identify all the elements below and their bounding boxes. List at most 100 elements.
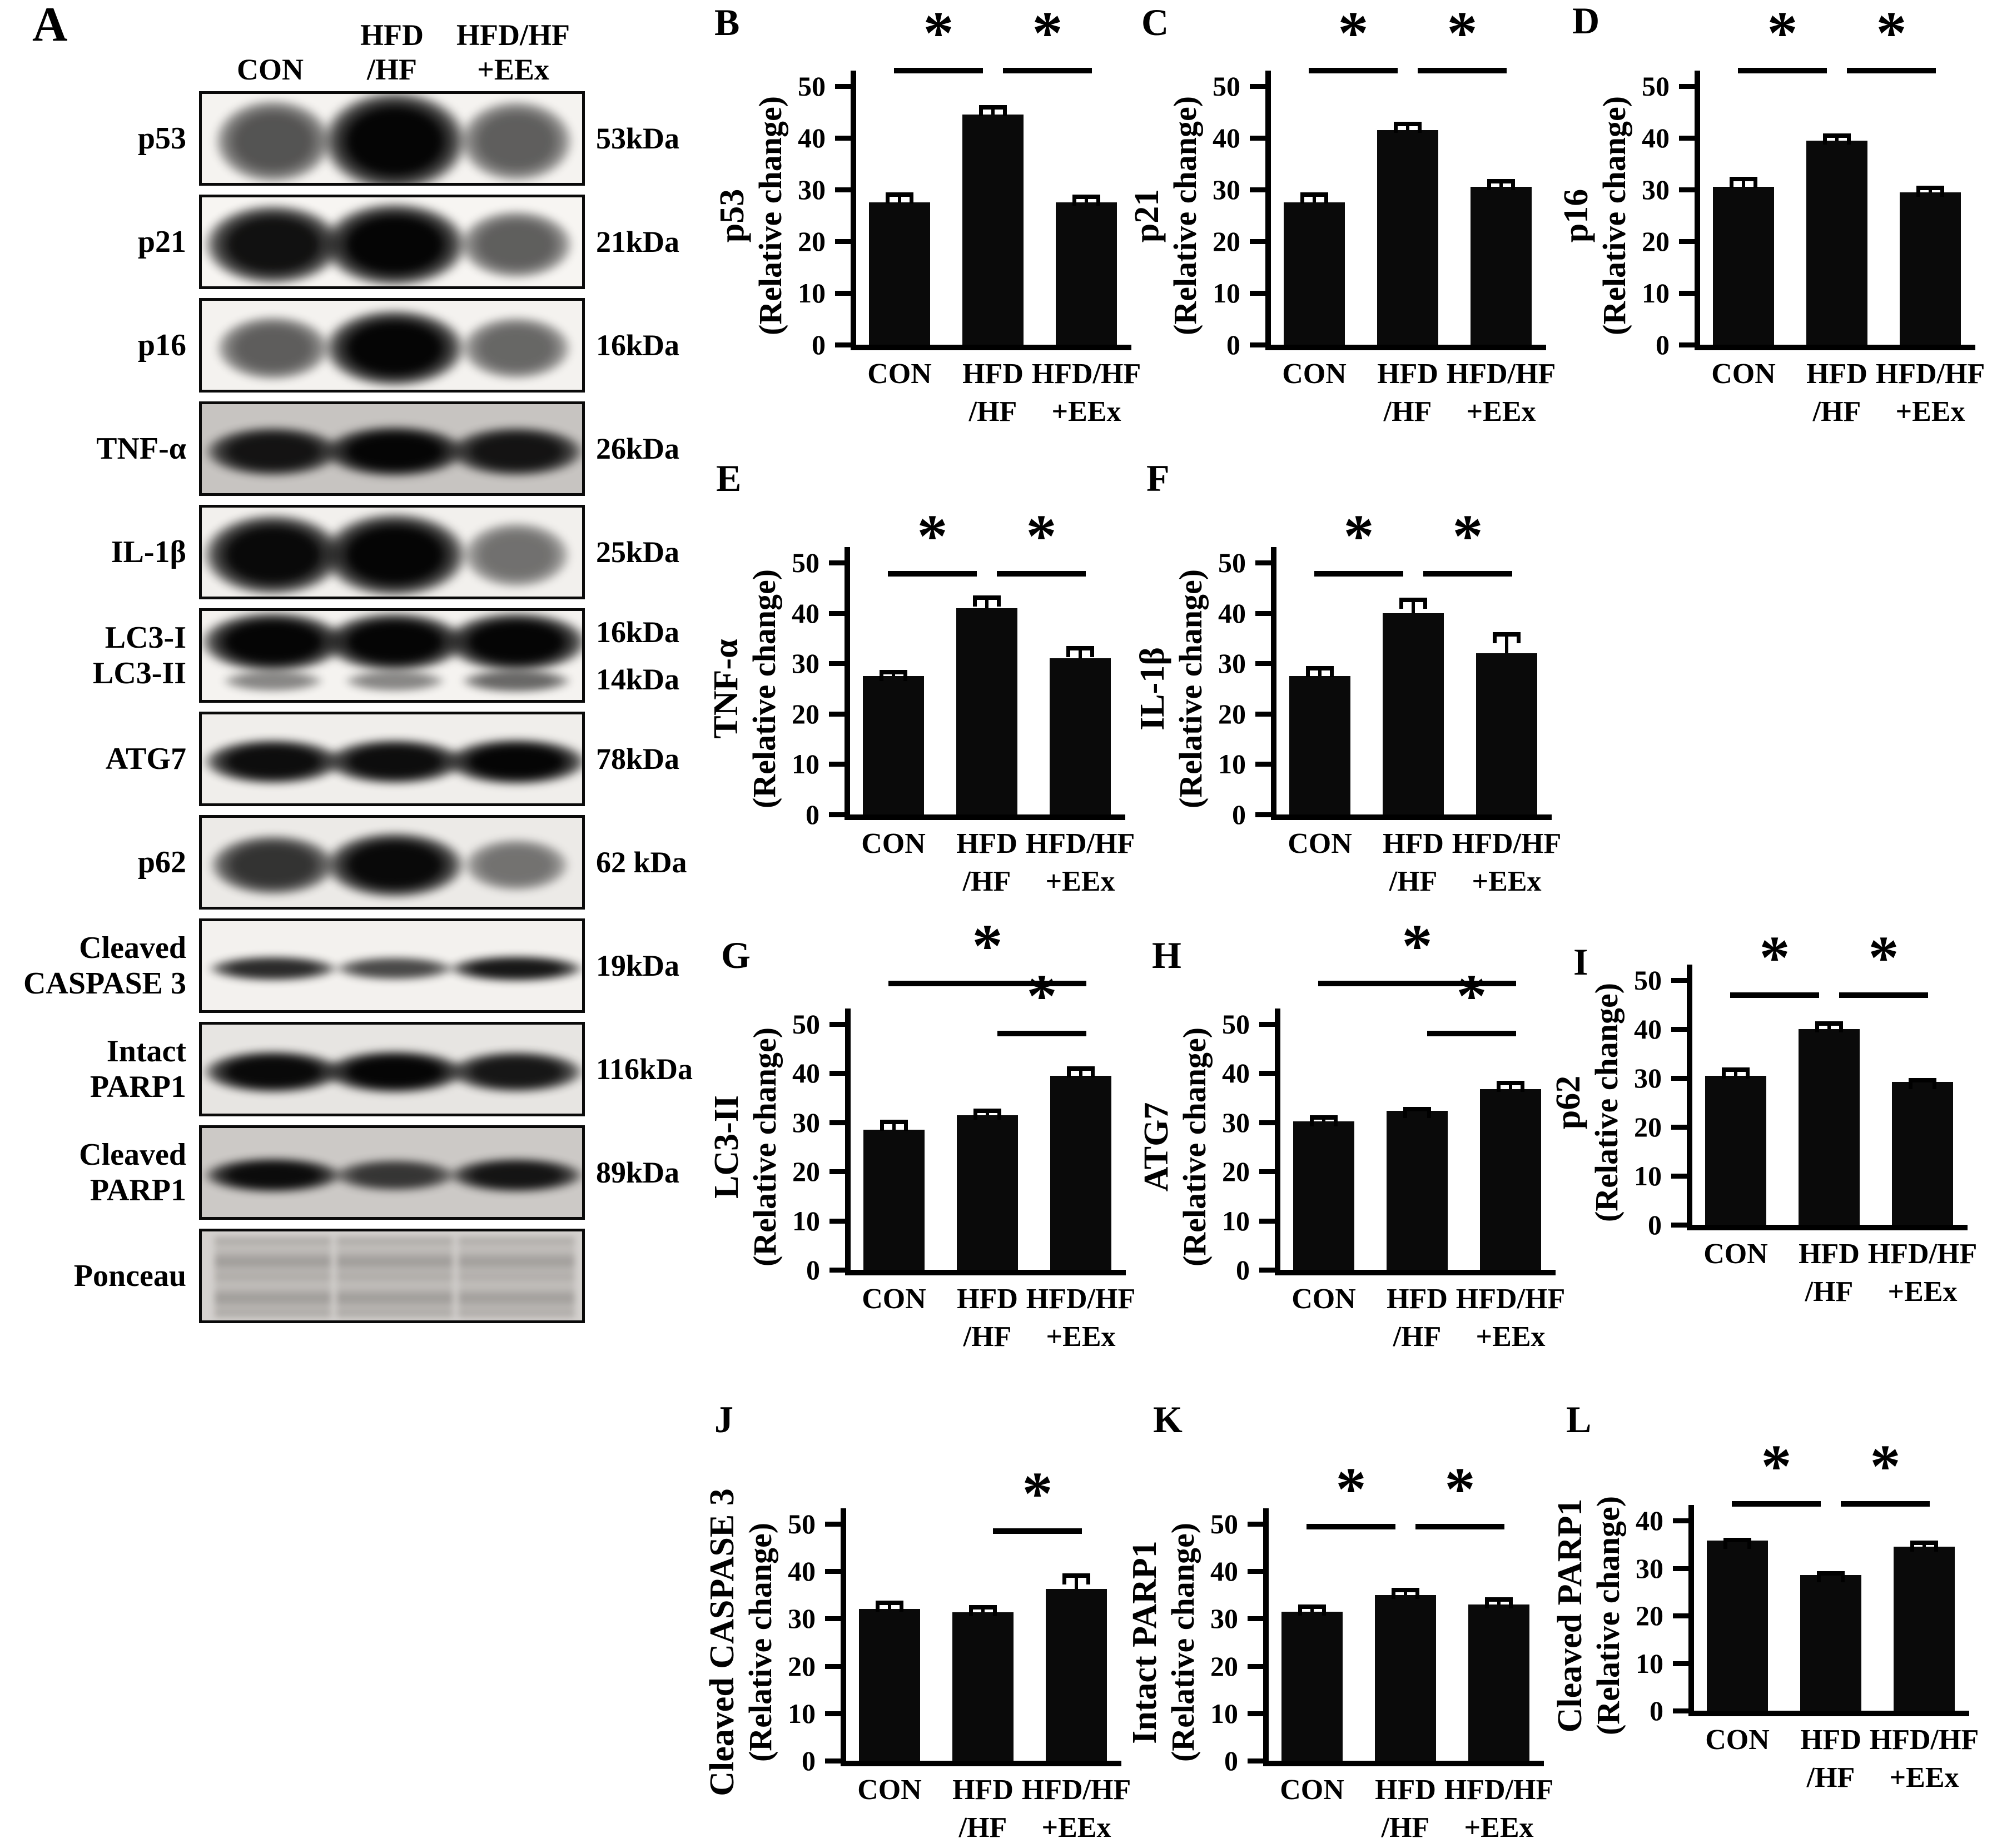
lane-header-line: HFD xyxy=(360,18,424,52)
sig-star: * xyxy=(1759,923,1790,991)
bar xyxy=(952,1612,1014,1761)
y-tick-label: 40 xyxy=(1218,597,1246,629)
sig-bracket xyxy=(1415,1524,1504,1529)
blot-kda-line: 21kDa xyxy=(596,225,680,259)
bar xyxy=(863,1130,925,1270)
y-tick-label: 0 xyxy=(1232,799,1246,830)
x-category-label: +EEx xyxy=(1887,1276,1958,1308)
sig-star: * xyxy=(1456,962,1487,1030)
error-bar-line xyxy=(898,192,901,203)
blot-row-label-line: CASPASE 3 xyxy=(23,966,186,1001)
x-category-label: +EEx xyxy=(1464,1812,1534,1844)
y-tick-label: 0 xyxy=(1226,329,1240,360)
y-tick xyxy=(1679,136,1695,141)
y-tick xyxy=(1671,1223,1687,1228)
blot-row-label: ATG7 xyxy=(6,712,186,806)
error-bar-cap-left-tick xyxy=(1909,1078,1912,1089)
y-tick xyxy=(835,342,851,347)
error-bar-cap-left-tick xyxy=(1403,1106,1407,1118)
x-category-label: HFD xyxy=(1387,1283,1448,1315)
bar xyxy=(1284,202,1345,345)
y-tick-label: 0 xyxy=(806,1254,820,1285)
sig-star: * xyxy=(923,0,954,67)
blot-row-label-line: p53 xyxy=(137,121,186,156)
blot-band xyxy=(202,1050,345,1094)
y-axis-line xyxy=(1263,1508,1269,1766)
x-category-label: HFD/HF xyxy=(1455,1283,1566,1315)
blot-row-label-line: p62 xyxy=(137,845,186,880)
error-bar-cap-left-tick xyxy=(979,105,983,117)
error-bar-cap xyxy=(969,1604,997,1609)
y-tick-label: 40 xyxy=(1210,1556,1238,1587)
y-tick xyxy=(825,1758,841,1763)
error-bar-line xyxy=(1742,176,1745,187)
error-bar-line xyxy=(985,595,988,608)
blot-band xyxy=(322,611,467,673)
error-bar-cap xyxy=(1723,1537,1751,1542)
y-tick xyxy=(1255,610,1271,616)
error-bar-cap-right-tick xyxy=(997,595,1001,607)
y-tick-label: 30 xyxy=(798,174,826,205)
panel-letter: B xyxy=(714,1,740,43)
y-tick-label: 20 xyxy=(1634,1111,1662,1142)
bar xyxy=(962,115,1024,345)
y-tick-label: 0 xyxy=(1656,329,1670,360)
x-category-label: +EEx xyxy=(1051,396,1121,428)
x-category-label: HFD/HF xyxy=(1444,1774,1554,1806)
error-bar-cap-right-tick xyxy=(1847,133,1851,145)
bar xyxy=(1056,202,1117,345)
error-bar-cap xyxy=(1298,1604,1326,1609)
sig-bracket xyxy=(888,571,977,577)
blot-row-label-line: p21 xyxy=(137,225,186,259)
error-bar-cap-right-tick xyxy=(1521,1080,1524,1092)
error-bar-cap-left-tick xyxy=(1817,1571,1821,1582)
sig-bracket xyxy=(888,981,1086,986)
blot-box xyxy=(199,815,585,910)
y-tick xyxy=(1255,762,1271,767)
error-bar-cap xyxy=(1815,1021,1843,1026)
x-category-label: HFD/HF xyxy=(1452,828,1562,860)
sig-star: * xyxy=(1402,912,1433,980)
blot-kda-line: 14kDa xyxy=(596,662,680,696)
y-tick-label: 0 xyxy=(802,1745,816,1776)
y-tick xyxy=(829,1218,845,1224)
sig-star: * xyxy=(1447,0,1478,67)
blot-band xyxy=(461,521,571,589)
y-tick xyxy=(1673,1708,1688,1713)
sig-star: * xyxy=(1022,1459,1053,1527)
panel-letter: C xyxy=(1141,1,1169,43)
bar xyxy=(863,675,924,814)
blot-row-label: Cleaved PARP1 xyxy=(6,1125,186,1220)
sig-star: * xyxy=(1870,1432,1901,1500)
x-category-label: HFD xyxy=(1799,1238,1860,1270)
y-axis-line xyxy=(1271,547,1276,820)
y-tick-label: 30 xyxy=(1634,1062,1662,1094)
error-bar-cap-left-tick xyxy=(1067,1066,1071,1078)
bar xyxy=(1289,675,1350,814)
error-bar-cap xyxy=(1403,1106,1431,1111)
x-category-label: HFD xyxy=(1800,1724,1861,1756)
y-tick-label: 40 xyxy=(798,122,826,153)
x-category-label: HFD/HF xyxy=(1025,828,1135,860)
error-bar-cap-right-tick xyxy=(1324,192,1328,203)
sig-bracket xyxy=(1307,1524,1395,1529)
blot-kda-line: 16kDa xyxy=(596,329,680,362)
sig-star: * xyxy=(1026,502,1057,570)
sig-star: * xyxy=(1338,0,1369,67)
blot-band xyxy=(203,203,343,286)
y-tick-label: 0 xyxy=(1650,1695,1663,1726)
bar xyxy=(1806,140,1867,345)
y-tick-label: 50 xyxy=(1642,71,1670,102)
x-category-label: HFD/HF xyxy=(1446,358,1556,390)
blot-box xyxy=(199,712,585,806)
bar xyxy=(1707,1540,1768,1711)
x-category-label: HFD/HF xyxy=(1869,1724,1979,1756)
error-bar-cap-left-tick xyxy=(1723,1537,1727,1549)
y-axis-line xyxy=(841,1508,846,1766)
x-category-label: CON xyxy=(1705,1724,1770,1756)
blot-kda: 62 kDa xyxy=(596,815,713,910)
x-category-label: CON xyxy=(862,1283,926,1315)
x-axis-line xyxy=(1695,345,1975,350)
bar xyxy=(1050,1075,1111,1270)
